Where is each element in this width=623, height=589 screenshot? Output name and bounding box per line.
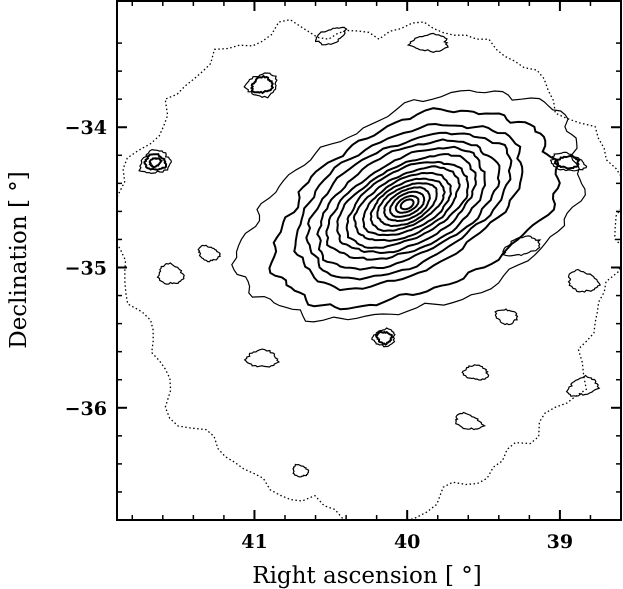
contour-island-11-0: [494, 308, 519, 326]
contour-main-6: [352, 165, 461, 242]
contour-main-11: [388, 190, 426, 218]
contour-island-13-0: [454, 411, 486, 431]
y-tick-label-0: −34: [65, 117, 107, 139]
contour-main-13: [399, 198, 415, 211]
x-tick-label-0: 41: [241, 531, 267, 553]
contour-outer-1: [268, 107, 561, 311]
plot-area: [117, 19, 621, 520]
contour-island-1-1: [374, 330, 394, 346]
contour-island-7-0: [502, 235, 542, 257]
contour-main-7: [361, 171, 453, 237]
contour-island-1-0: [371, 327, 396, 348]
contour-island-6-0: [156, 262, 185, 285]
contour-main-3: [325, 145, 487, 261]
x-tick-label-1: 40: [394, 531, 420, 553]
y-tick-label-1: −35: [65, 258, 107, 280]
contour-island-0-0: [138, 148, 172, 175]
plot-frame: [116, 0, 622, 521]
y-axis-ticks: −34 −35 −36: [65, 42, 621, 493]
contour-outer-0: [231, 89, 586, 323]
contour-main-10: [383, 186, 431, 223]
contour-island-10-0: [315, 26, 348, 46]
contour-island-0-2: [148, 157, 163, 169]
y-axis-title: Declination [ °]: [6, 171, 32, 349]
contour-island-4-0: [243, 348, 280, 368]
x-axis-ticks: 41 40 39: [131, 1, 592, 553]
contour-main-9: [376, 182, 438, 228]
contour-island-3-0: [243, 72, 278, 99]
contour-main-5: [345, 160, 470, 249]
x-axis-title: Right ascension [ °]: [252, 563, 481, 589]
contour-main-1: [305, 131, 513, 281]
contour-survey-edge: [117, 19, 621, 520]
contour-island-5-0: [461, 364, 490, 381]
contour-main-4: [336, 153, 477, 255]
contour-island-14-0: [292, 463, 310, 478]
contour-island-15-0: [565, 374, 601, 397]
contour-island-12-0: [197, 244, 221, 263]
x-tick-label-2: 39: [547, 531, 573, 553]
contour-main-0: [293, 122, 524, 292]
contour-island-2-1: [553, 154, 581, 170]
contour-main-8: [369, 177, 446, 232]
contour-island-9-0: [406, 32, 449, 53]
contour-island-0-1: [143, 153, 168, 171]
y-tick-label-2: −36: [65, 398, 107, 420]
contour-main-2: [316, 138, 501, 271]
contour-island-3-1: [250, 74, 275, 95]
contour-island-8-0: [567, 268, 602, 293]
contour-lines: [117, 19, 621, 520]
contour-main-12: [394, 194, 420, 214]
